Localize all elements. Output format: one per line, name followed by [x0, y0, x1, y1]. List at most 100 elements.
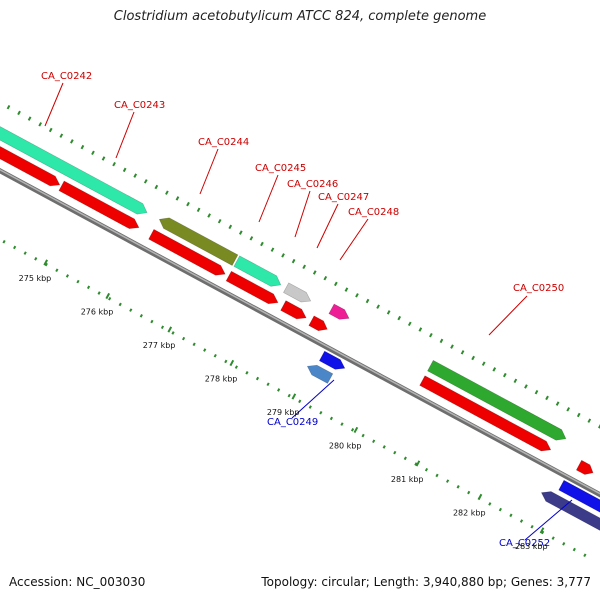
tick-label: 282 kbp	[453, 509, 486, 518]
tick-dot	[34, 257, 38, 261]
tick-dot	[238, 230, 243, 235]
tick-dot	[519, 519, 524, 523]
tick-dot	[562, 542, 566, 546]
feature-arrow-ca-c0249[interactable]	[306, 364, 334, 384]
tick-dot	[270, 247, 275, 252]
feature-label[interactable]: CA_C0247	[318, 192, 369, 203]
feature-arrow-ca-c0246[interactable]	[283, 282, 312, 303]
feature-arrow-ca-c0247[interactable]	[280, 300, 307, 320]
feature-arrow-ca-c0252-a[interactable]	[558, 479, 600, 516]
tick-dot	[38, 122, 43, 127]
feature-arrow-ca-c0245-cds[interactable]	[225, 270, 279, 305]
tick-dot	[277, 388, 281, 392]
feature-label[interactable]: CA_C0243	[114, 100, 165, 111]
tick-dot	[160, 325, 165, 330]
feature-label[interactable]: CA_C0248	[348, 207, 399, 218]
tick-dot	[566, 407, 571, 412]
tick-dot	[555, 401, 560, 406]
tick-dot	[44, 262, 48, 267]
tick-dot	[551, 536, 555, 540]
label-leader-line	[44, 82, 64, 127]
tick-dot	[165, 190, 169, 195]
tick-label: 278 kbp	[205, 375, 238, 384]
tick-dot	[467, 490, 471, 495]
tick-dot	[192, 342, 196, 347]
tick-dot	[171, 331, 175, 335]
tick-dot	[340, 422, 344, 426]
tick-dot	[545, 395, 549, 401]
tick-dot	[65, 274, 70, 278]
feature-label[interactable]: CA_C0249	[267, 417, 318, 428]
tick-dot	[418, 327, 423, 332]
feature-arrow-ca-c0244[interactable]	[158, 217, 239, 266]
tick-dot	[403, 456, 407, 461]
tick-dot	[361, 433, 365, 438]
feature-arrow-ca-c0252[interactable]	[540, 491, 600, 535]
feature-arrow-ca-c0248-cds[interactable]	[308, 315, 328, 332]
tick-dot	[129, 308, 133, 312]
tick-dot	[450, 344, 454, 349]
feature-arrow-ca-c0245[interactable]	[233, 255, 282, 287]
tick-label: 283 kbp	[515, 542, 548, 551]
feature-label[interactable]: CA_C0245	[255, 163, 306, 174]
label-leader-line	[199, 148, 219, 195]
tick-major	[43, 259, 48, 266]
label-leader-line	[115, 111, 135, 159]
tick-dot	[55, 268, 59, 273]
tick-major	[105, 292, 111, 300]
map-title: Clostridium acetobutylicum ATCC 824, com…	[113, 9, 487, 24]
tick-dot	[329, 416, 334, 421]
feature-label[interactable]: CA_C0244	[198, 137, 249, 148]
tick-dot	[150, 319, 154, 324]
tick-dot	[456, 485, 460, 489]
tick-major	[167, 326, 173, 333]
feature-arrows	[0, 126, 600, 535]
tick-major	[229, 359, 235, 367]
tick-dot	[382, 445, 386, 449]
feature-arrow-ca-c0250-cds[interactable]	[419, 375, 552, 452]
feature-arrow-ca-c0251-cds[interactable]	[575, 459, 594, 475]
feature-arrow-ca-c0244-cds[interactable]	[148, 229, 226, 276]
tick-dot	[203, 348, 207, 352]
feature-arrow-ca-c0249-a[interactable]	[318, 350, 346, 370]
tick-dot	[48, 127, 53, 133]
accession-label: Accession: NC_003030	[9, 575, 146, 589]
feature-arrow-ca-c0242-cds[interactable]	[0, 141, 61, 187]
tick-dot	[13, 245, 17, 250]
tick-dot	[471, 355, 475, 361]
feature-arrow-ca-c0248[interactable]	[328, 303, 350, 320]
label-leader-line	[258, 174, 279, 223]
tick-dot	[365, 298, 370, 304]
tick-dot	[217, 218, 222, 224]
tick-dot	[572, 547, 576, 552]
tick-dot	[291, 258, 296, 264]
tick-dot	[334, 281, 338, 287]
feature-label[interactable]: CA_C0250	[513, 283, 564, 294]
feature-label[interactable]: CA_C0242	[41, 71, 92, 82]
tick-dot	[393, 450, 397, 455]
tick-major	[415, 460, 421, 467]
feature-arrow-ca-c0242[interactable]	[0, 126, 148, 215]
topology-summary: Topology: circular; Length: 3,940,880 bp…	[261, 575, 591, 589]
tick-dot	[207, 213, 211, 218]
tick-dot	[70, 139, 74, 144]
feature-arrow-ca-c0243[interactable]	[58, 180, 140, 229]
tick-dot	[435, 473, 439, 478]
tick-dot	[112, 161, 116, 167]
feature-label[interactable]: CA_C0246	[287, 179, 338, 190]
tick-dot	[154, 184, 159, 190]
feature-arrow-ca-c0250[interactable]	[427, 359, 567, 441]
tick-dot	[509, 513, 513, 518]
tick-dot	[181, 336, 186, 341]
tick-dot	[414, 462, 418, 466]
tick-dot	[376, 304, 380, 309]
tick-major	[291, 393, 297, 400]
feature-label[interactable]: CA_C0252	[499, 538, 550, 549]
tick-label: 280 kbp	[329, 442, 362, 451]
tick-dot	[86, 285, 91, 290]
feature-labels: CA_C0242 CA_C0243 CA_C0244 CA_C0245 CA_C0246…	[41, 71, 573, 549]
tick-major	[477, 493, 483, 501]
backbone-highlight	[0, 168, 600, 495]
